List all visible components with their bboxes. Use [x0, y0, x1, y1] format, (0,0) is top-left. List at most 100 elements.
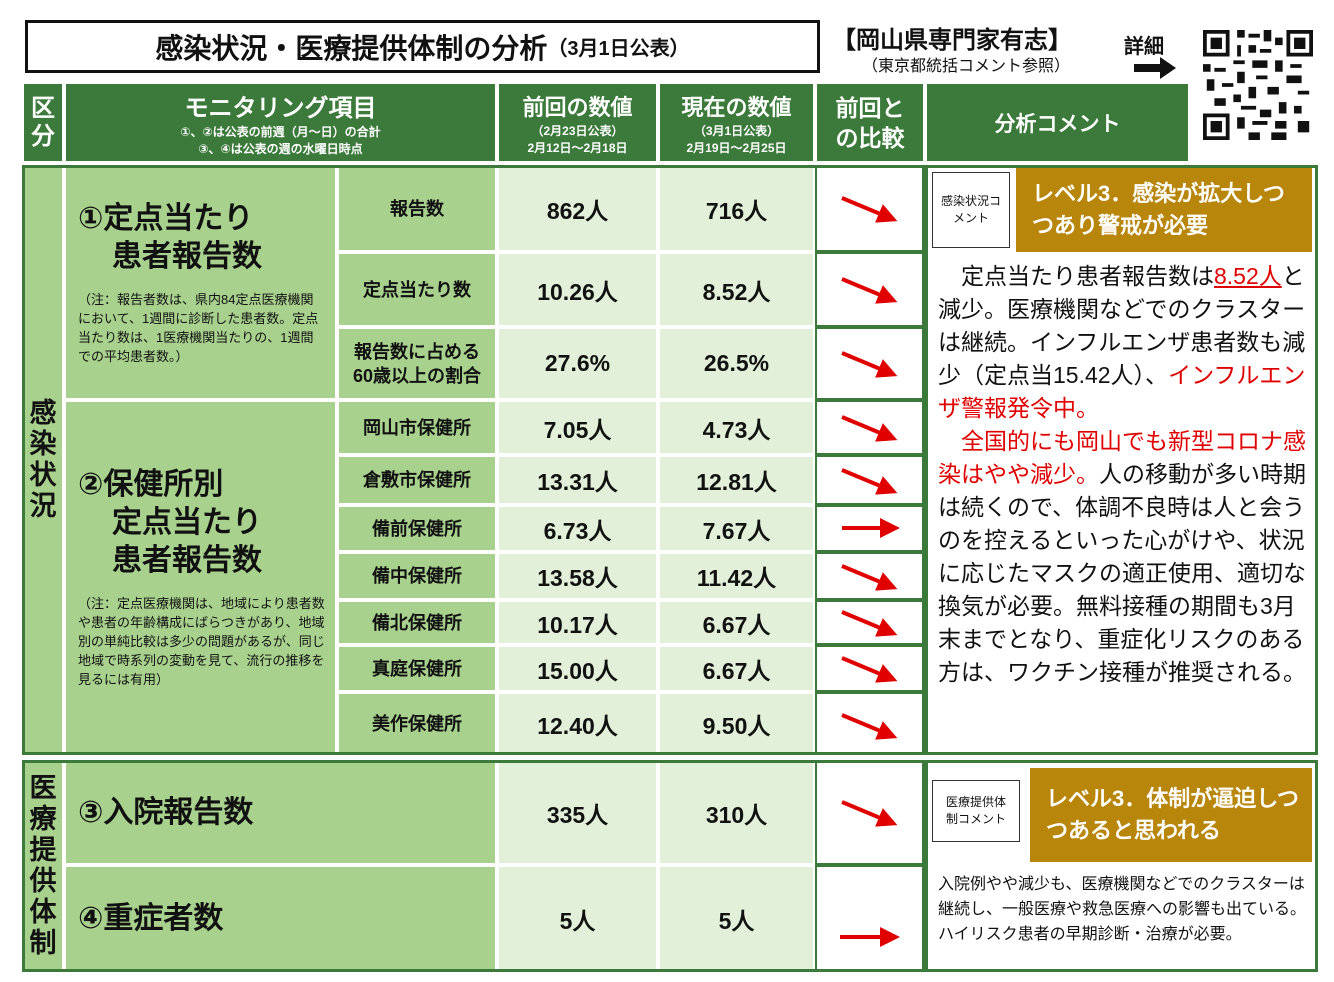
- row-label: 報告数: [337, 165, 497, 252]
- level-text: レベル3．体制が逼迫しつつあると思われる: [1046, 786, 1299, 843]
- current-value: 310人: [705, 801, 768, 828]
- comment-segment: 人の移動が多い時期は続くので、体調不良時は人と会うのを控えるといった心がけや、状…: [938, 461, 1306, 685]
- header-note: （2月23日公表）: [531, 123, 624, 138]
- row-label-text: 岡山市保健所: [363, 417, 471, 438]
- current-value: 12.81人: [696, 469, 777, 495]
- current-cell: 6.67人: [658, 645, 815, 692]
- header-note: （3月1日公表）: [693, 123, 780, 138]
- group-title: ④重症者数: [64, 865, 497, 972]
- comment-paragraph: 全国的にも岡山でも新型コロナ感染はやや減少。人の移動が多い時期は続くので、体調不…: [938, 425, 1312, 689]
- comment-area: [925, 165, 1318, 755]
- arrow-shape: [1134, 57, 1176, 79]
- row-label-text: 美作保健所: [372, 713, 462, 734]
- previous-cell: 5人: [497, 865, 658, 972]
- previous-value: 15.00人: [537, 657, 618, 684]
- comparison-cell: [815, 600, 925, 645]
- previous-cell: 15.00人: [497, 645, 658, 692]
- previous-cell: 7.05人: [497, 400, 658, 455]
- previous-value: 13.31人: [537, 469, 618, 495]
- comparison-cell: [815, 165, 925, 252]
- current-cell: 716人: [658, 165, 815, 252]
- header-item: モニタリング項目 ①、②は公表の前週（月～日）の合計 ③、④は公表の週の水曜日時点: [64, 82, 497, 163]
- qr-code: [1203, 30, 1313, 140]
- detail: 詳細: [1124, 36, 1164, 58]
- comment-text: 定点当たり患者報告数は8.52人と減少。医療機関などでのクラスターは継続。インフ…: [938, 260, 1312, 752]
- comment-segment: 入院例やや減少も、医療機関などでのクラスターは継続し、一般医療や救急医療への影響…: [938, 876, 1307, 943]
- current-cell: 11.42人: [658, 552, 815, 600]
- detail-arrow: [1134, 57, 1176, 79]
- current-value: 6.67人: [702, 657, 771, 684]
- comment-label: 医療提供体制コメント: [932, 780, 1020, 842]
- comparison-cell: [815, 400, 925, 455]
- row-label-text: 報告数に占める60歳以上の割合: [352, 341, 482, 386]
- row-label-text: 真庭保健所: [372, 658, 462, 679]
- comparison-cell: [815, 692, 925, 755]
- section-label: 感染状況: [22, 165, 64, 755]
- comment-text: 入院例やや減少も、医療機関などでのクラスターは継続し、一般医療や救急医療への影響…: [938, 872, 1310, 970]
- group-title: ②保健所別 定点当たり 患者報告数 （注：定点医療機関は、地域により患者数や患者の年齢…: [64, 400, 337, 755]
- previous-cell: 862人: [497, 165, 658, 252]
- current-cell: 7.67人: [658, 505, 815, 552]
- current-value: 9.50人: [702, 712, 771, 739]
- header-note: 2月19日～2月25日: [686, 140, 787, 155]
- row-label: 真庭保健所: [337, 645, 497, 692]
- row-label: 備中保健所: [337, 552, 497, 600]
- header-text: 前回との比較: [835, 94, 905, 151]
- header-note: ①、②は公表の前週（月～日）の合計: [180, 125, 381, 139]
- comparison-cell: [815, 252, 925, 327]
- current-cell: 12.81人: [658, 455, 815, 505]
- row-label: 倉敷市保健所: [337, 455, 497, 505]
- row-label-text: 報告数: [390, 198, 444, 219]
- previous-cell: 10.26人: [497, 252, 658, 327]
- comment-segment: 定点当たり患者報告数は: [938, 263, 1214, 289]
- current-value: 8.52人: [702, 278, 771, 305]
- group-title: ③入院報告数: [64, 760, 497, 865]
- row-label: 岡山市保健所: [337, 400, 497, 455]
- org-note: （東京都統括コメント参照）: [862, 58, 1071, 75]
- group-title-text: ③入院報告数: [78, 795, 254, 829]
- previous-cell: 27.6%: [497, 327, 658, 400]
- comparison-cell: [815, 865, 925, 972]
- row-label-text: 倉敷市保健所: [363, 470, 471, 490]
- current-value: 6.67人: [702, 611, 771, 638]
- previous-value: 6.73人: [543, 517, 612, 544]
- row-label: 備北保健所: [337, 600, 497, 645]
- comment-segment: と減少。医療機関などでのクラスターは継続。インフルエンザ患者数も減少（定点当15…: [938, 263, 1306, 388]
- group-note: （注：報告者数は、県内84定点医療機関において、1週間に診断した患者数。定点当た…: [78, 291, 319, 364]
- header-text: 現在の数値: [681, 94, 792, 120]
- current-value: 7.67人: [702, 517, 771, 544]
- current-cell: 6.67人: [658, 600, 815, 645]
- group-title-text: ②保健所別: [78, 468, 224, 501]
- header-text: 前回の数値: [522, 94, 633, 120]
- comment-label-text: 感染状況コメント: [941, 194, 1002, 225]
- header-comparison: 前回との比較: [815, 82, 925, 163]
- current-cell: 8.52人: [658, 252, 815, 327]
- previous-value: 335人: [546, 801, 609, 828]
- row-label-text: 備前保健所: [372, 518, 462, 539]
- header-comment: 分析コメント: [925, 82, 1190, 163]
- comment-segment: インフルエンザ警報発令中。: [938, 362, 1306, 421]
- previous-cell: 12.40人: [497, 692, 658, 755]
- previous-cell: 13.31人: [497, 455, 658, 505]
- previous-value: 10.17人: [537, 611, 618, 638]
- previous-value: 10.26人: [537, 278, 618, 305]
- current-value: 4.73人: [702, 416, 771, 443]
- group-title-text: ①定点当たり: [78, 201, 254, 235]
- current-value: 5人: [718, 907, 755, 934]
- header-text: モニタリング項目: [184, 95, 377, 122]
- section-label: 医療提供体制: [22, 760, 64, 972]
- current-cell: 4.73人: [658, 400, 815, 455]
- current-cell: 310人: [658, 760, 815, 865]
- previous-value: 862人: [546, 197, 609, 224]
- row-label: 定点当たり数: [337, 252, 497, 327]
- section-text: 医療提供体制: [29, 773, 57, 958]
- date: （3月1日公表）: [547, 38, 690, 60]
- qr-modules: [1203, 30, 1313, 140]
- previous-value: 13.58人: [537, 565, 618, 591]
- org: 【岡山県専門家有志】: [832, 27, 1072, 54]
- row-label: 備前保健所: [337, 505, 497, 552]
- group-note: （注：定点医療機関は、地域により患者数や患者の年齢構成にばらつきがあり、地域別の…: [78, 596, 325, 687]
- comparison-cell: [815, 760, 925, 865]
- current-value: 26.5%: [703, 350, 770, 376]
- comment-paragraph: 定点当たり患者報告数は8.52人と減少。医療機関などでのクラスターは継続。インフ…: [938, 260, 1312, 425]
